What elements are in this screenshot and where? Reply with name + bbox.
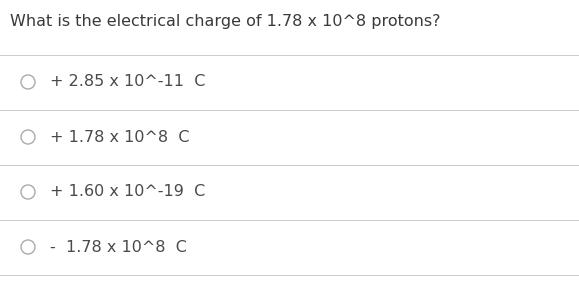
Text: + 2.85 x 10^-11  C: + 2.85 x 10^-11 C [50,75,206,90]
Text: What is the electrical charge of 1.78 x 10^8 protons?: What is the electrical charge of 1.78 x … [10,14,441,29]
Text: + 1.78 x 10^8  C: + 1.78 x 10^8 C [50,130,189,145]
Text: -  1.78 x 10^8  C: - 1.78 x 10^8 C [50,240,187,255]
Text: + 1.60 x 10^-19  C: + 1.60 x 10^-19 C [50,185,205,200]
